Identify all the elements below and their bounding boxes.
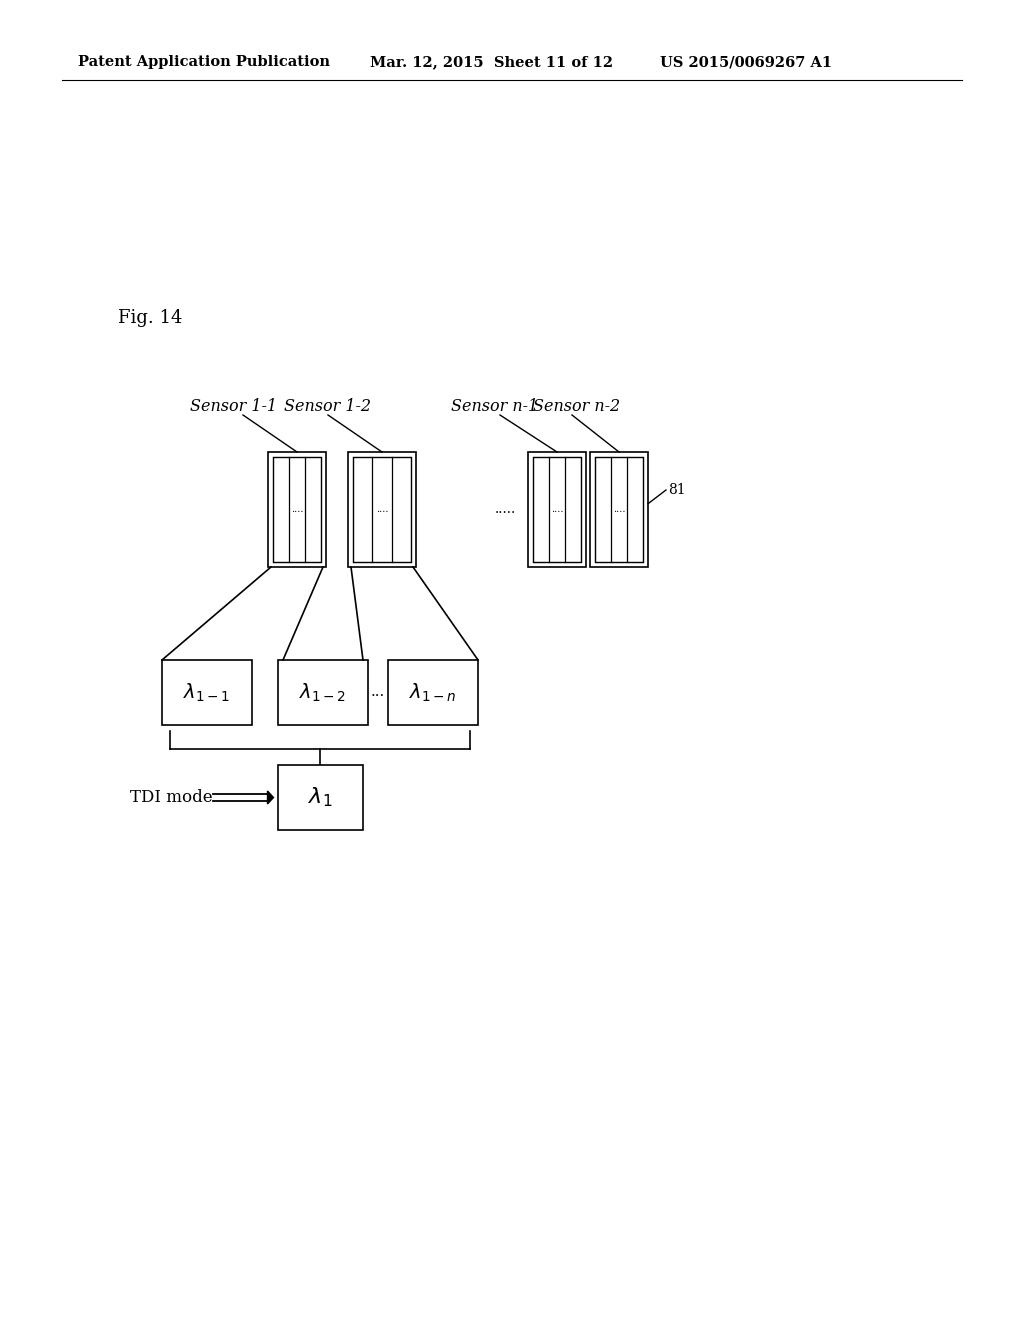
Text: ....: .... — [612, 506, 626, 513]
Text: ....: .... — [376, 506, 388, 513]
Text: Mar. 12, 2015  Sheet 11 of 12: Mar. 12, 2015 Sheet 11 of 12 — [370, 55, 613, 69]
Text: ....: .... — [291, 506, 303, 513]
Text: $\lambda_1$: $\lambda_1$ — [308, 785, 332, 809]
Bar — [348, 451, 416, 568]
Text: 81: 81 — [668, 483, 686, 498]
Bar — [278, 660, 368, 725]
Text: .....: ..... — [495, 502, 516, 516]
Bar — [388, 660, 478, 725]
Text: Patent Application Publication: Patent Application Publication — [78, 55, 330, 69]
Text: Sensor n-2: Sensor n-2 — [534, 399, 621, 414]
Bar — [595, 457, 643, 562]
Text: ....: .... — [551, 506, 563, 513]
Bar — [534, 457, 581, 562]
Text: $\lambda_{1-n}$: $\lambda_{1-n}$ — [410, 681, 457, 704]
Bar — [353, 457, 411, 562]
Bar — [273, 457, 321, 562]
Text: TDI mode: TDI mode — [130, 789, 213, 807]
Polygon shape — [267, 791, 273, 804]
Text: Sensor 1-2: Sensor 1-2 — [285, 399, 372, 414]
Text: Fig. 14: Fig. 14 — [118, 309, 182, 327]
Text: ...: ... — [371, 685, 385, 700]
Text: Sensor 1-1: Sensor 1-1 — [189, 399, 276, 414]
Text: $\lambda_{1-2}$: $\lambda_{1-2}$ — [299, 681, 346, 704]
Text: US 2015/0069267 A1: US 2015/0069267 A1 — [660, 55, 833, 69]
Bar — [528, 451, 586, 568]
Bar — [278, 766, 362, 830]
Text: $\lambda_{1-1}$: $\lambda_{1-1}$ — [183, 681, 230, 704]
Bar — [162, 660, 252, 725]
Bar — [590, 451, 648, 568]
Bar — [268, 451, 326, 568]
Text: Sensor n-1: Sensor n-1 — [452, 399, 539, 414]
